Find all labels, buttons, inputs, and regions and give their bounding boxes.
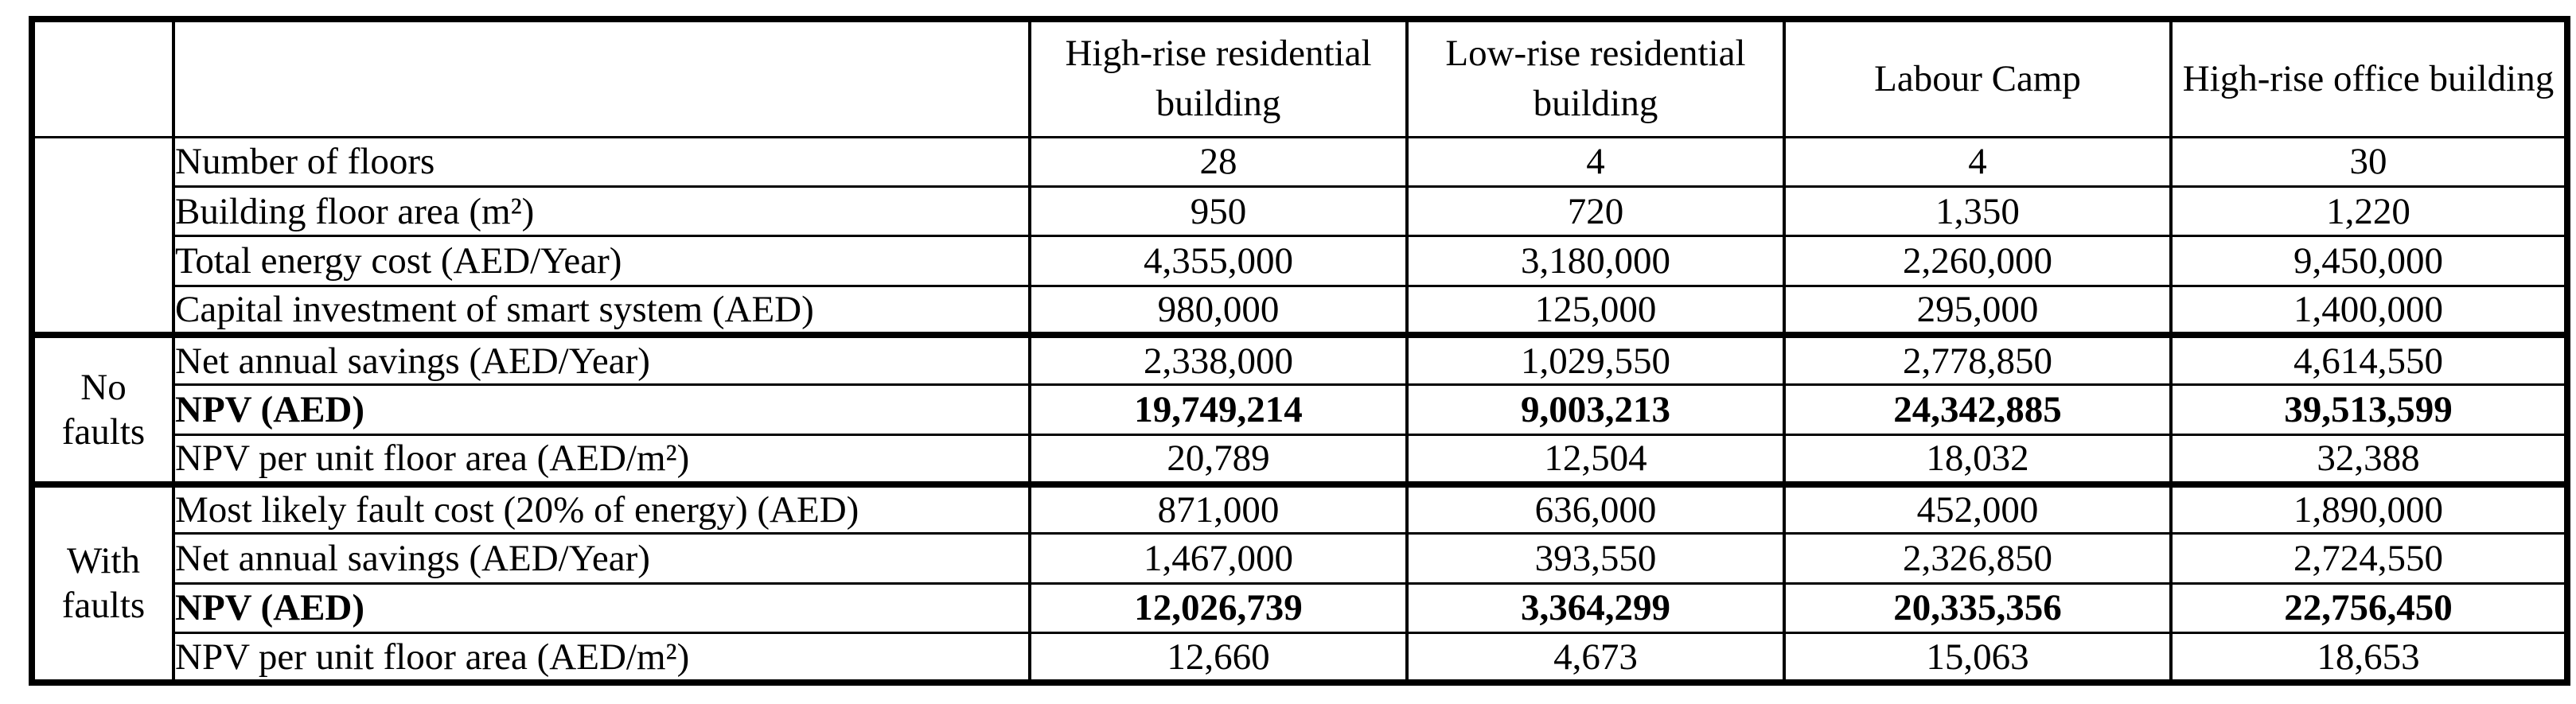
cell-value: 24,342,885 — [1783, 383, 2173, 436]
table-row-with-faults-most-likely-fault-cost-20-of-energy-aed: With faults Most likely fault cost (20% o… — [30, 480, 2569, 684]
cell-value: 2,338,000 — [1028, 332, 1409, 387]
cell-value: 720 — [1405, 185, 1786, 238]
row-label: Number of floors — [172, 135, 1031, 188]
cell-value: 636,000 — [1405, 480, 1786, 535]
row-label: NPV per unit floor area (AED/m²) — [172, 433, 1031, 486]
table-row-general-building-floor-area-m: Building floor area (m²) 950 720 1,350 1,220 — [32, 185, 2569, 238]
table-row-no-faults-net-annual-savings-aed-year: No faults Net annual savings (AED/Year) 2,… — [30, 332, 2569, 486]
cell-value: 871,000 — [1028, 480, 1409, 535]
header-corner-group — [30, 18, 175, 138]
cell-value: 20,335,356 — [1783, 581, 2173, 635]
cell-value: 980,000 — [1028, 284, 1409, 336]
cell-value: 452,000 — [1783, 480, 2173, 535]
column-header-high-rise-residential-building: High-rise residential building — [1028, 18, 1409, 138]
table-row-general-total-energy-cost-aed-year: Total energy cost (AED/Year) 4,355,000 3,1… — [32, 235, 2569, 287]
cell-value: 18,032 — [1783, 433, 2173, 486]
cell-value: 12,504 — [1405, 433, 1786, 486]
row-label: Total energy cost (AED/Year) — [172, 235, 1031, 287]
row-label: NPV per unit floor area (AED/m²) — [172, 632, 1031, 684]
row-label: Net annual savings (AED/Year) — [172, 532, 1031, 585]
group-cell-with-faults: With faults — [30, 480, 175, 684]
cell-value: 4 — [1783, 135, 2173, 188]
cell-value: 4 — [1405, 135, 1786, 188]
header-corner-label — [172, 18, 1031, 138]
group-cell-no-faults: No faults — [30, 332, 175, 486]
cell-value: 2,724,550 — [2169, 532, 2569, 585]
cell-value: 22,756,450 — [2169, 581, 2569, 635]
cell-value: 1,890,000 — [2169, 480, 2569, 535]
table-row-general-capital-investment-of-smart-system-aed: Capital investment of smart system (AED)… — [32, 284, 2569, 336]
table-row-no-faults-npv-per-unit-floor-area-aed-m: NPV per unit floor area (AED/m²) 20,789 12… — [32, 433, 2569, 486]
cell-value: 950 — [1028, 185, 1409, 238]
building-npv-table-wrap: High-rise residential building Low-rise r… — [29, 16, 2570, 686]
column-header-high-rise-office-building: High-rise office building — [2169, 18, 2569, 138]
cell-value: 1,350 — [1783, 185, 2173, 238]
cell-value: 3,180,000 — [1405, 235, 1786, 287]
column-header-labour-camp: Labour Camp — [1783, 18, 2173, 138]
cell-value: 125,000 — [1405, 284, 1786, 336]
header-row: High-rise residential building Low-rise r… — [30, 18, 2569, 138]
cell-value: 2,260,000 — [1783, 235, 2173, 287]
row-label: Capital investment of smart system (AED) — [172, 284, 1031, 336]
table-row-with-faults-npv-per-unit-floor-area-aed-m: NPV per unit floor area (AED/m²) 12,660 4,… — [32, 632, 2569, 684]
cell-value: 2,778,850 — [1783, 332, 2173, 387]
cell-value: 1,467,000 — [1028, 532, 1409, 585]
cell-value: 1,400,000 — [2169, 284, 2569, 336]
row-label: Net annual savings (AED/Year) — [172, 332, 1031, 387]
table-row-general-number-of-floors: Number of floors 28 4 4 30 — [30, 135, 2569, 336]
cell-value: 18,653 — [2169, 632, 2569, 684]
cell-value: 30 — [2169, 135, 2569, 188]
cell-value: 1,029,550 — [1405, 332, 1786, 387]
cell-value: 295,000 — [1783, 284, 2173, 336]
cell-value: 3,364,299 — [1405, 581, 1786, 635]
cell-value: 1,220 — [2169, 185, 2569, 238]
cell-value: 39,513,599 — [2169, 383, 2569, 436]
building-npv-table: High-rise residential building Low-rise r… — [29, 16, 2570, 686]
cell-value: 4,355,000 — [1028, 235, 1409, 287]
row-label: NPV (AED) — [172, 581, 1031, 635]
cell-value: 4,673 — [1405, 632, 1786, 684]
cell-value: 32,388 — [2169, 433, 2569, 486]
cell-value: 19,749,214 — [1028, 383, 1409, 436]
row-label: NPV (AED) — [172, 383, 1031, 436]
cell-value: 4,614,550 — [2169, 332, 2569, 387]
table-row-no-faults-npv-aed: NPV (AED) 19,749,214 9,003,213 24,342,885 39… — [32, 383, 2569, 436]
row-label: Most likely fault cost (20% of energy) (… — [172, 480, 1031, 535]
table-body: Number of floors 28 4 4 30 Building floor are… — [30, 135, 2569, 684]
cell-value: 15,063 — [1783, 632, 2173, 684]
table-row-with-faults-net-annual-savings-aed-year: Net annual savings (AED/Year) 1,467,000 39… — [32, 532, 2569, 585]
group-cell-empty — [30, 135, 175, 336]
cell-value: 9,003,213 — [1405, 383, 1786, 436]
cell-value: 20,789 — [1028, 433, 1409, 486]
table-header: High-rise residential building Low-rise r… — [30, 18, 2569, 138]
cell-value: 2,326,850 — [1783, 532, 2173, 585]
row-label: Building floor area (m²) — [172, 185, 1031, 238]
cell-value: 12,660 — [1028, 632, 1409, 684]
cell-value: 12,026,739 — [1028, 581, 1409, 635]
cell-value: 9,450,000 — [2169, 235, 2569, 287]
cell-value: 28 — [1028, 135, 1409, 188]
table-row-with-faults-npv-aed: NPV (AED) 12,026,739 3,364,299 20,335,356 22… — [32, 581, 2569, 635]
column-header-low-rise-residential-building: Low-rise residential building — [1405, 18, 1786, 138]
cell-value: 393,550 — [1405, 532, 1786, 585]
